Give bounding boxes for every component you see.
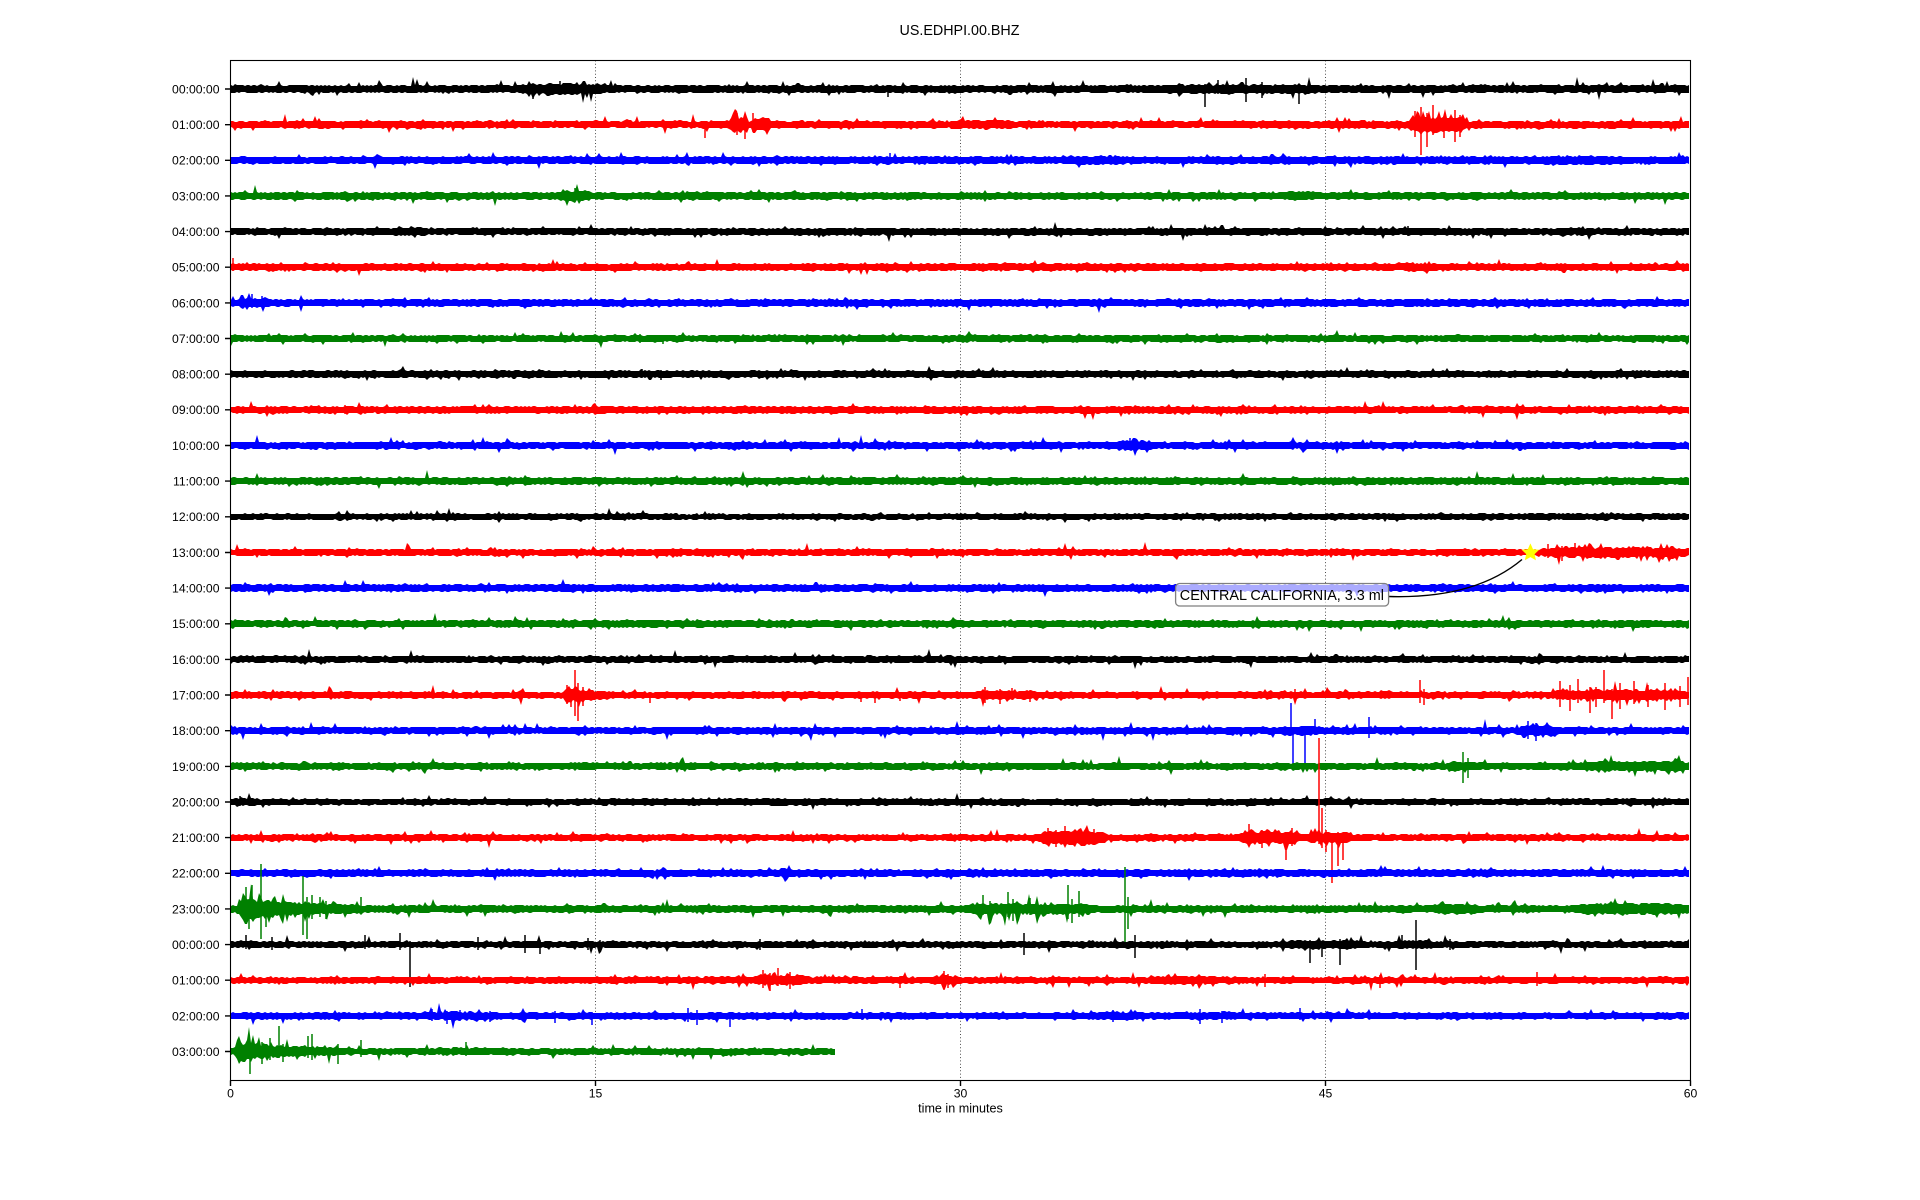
svg-text:14:00:00: 14:00:00 [172,582,220,596]
svg-text:13:00:00: 13:00:00 [172,546,220,560]
svg-text:12:00:00: 12:00:00 [172,510,220,524]
svg-text:00:00:00: 00:00:00 [172,938,220,952]
svg-text:time in minutes: time in minutes [918,1102,1003,1116]
svg-text:02:00:00: 02:00:00 [172,1009,220,1023]
svg-text:11:00:00: 11:00:00 [173,475,220,489]
svg-text:04:00:00: 04:00:00 [172,225,220,239]
svg-text:18:00:00: 18:00:00 [172,724,220,738]
svg-text:22:00:00: 22:00:00 [172,867,220,881]
svg-text:03:00:00: 03:00:00 [172,189,220,203]
svg-text:02:00:00: 02:00:00 [172,154,220,168]
svg-text:08:00:00: 08:00:00 [172,368,220,382]
svg-text:10:00:00: 10:00:00 [172,439,220,453]
svg-text:01:00:00: 01:00:00 [172,974,220,988]
svg-text:07:00:00: 07:00:00 [172,332,220,346]
svg-text:45: 45 [1319,1087,1333,1101]
svg-text:06:00:00: 06:00:00 [172,296,220,310]
svg-text:60: 60 [1684,1087,1698,1101]
svg-text:21:00:00: 21:00:00 [172,831,220,845]
svg-text:15: 15 [589,1087,603,1101]
svg-text:20:00:00: 20:00:00 [172,795,220,809]
svg-text:03:00:00: 03:00:00 [172,1045,220,1059]
svg-text:15:00:00: 15:00:00 [172,617,220,631]
svg-text:19:00:00: 19:00:00 [172,760,220,774]
svg-text:0: 0 [227,1087,234,1101]
svg-text:16:00:00: 16:00:00 [172,653,220,667]
svg-text:23:00:00: 23:00:00 [172,902,220,916]
svg-text:00:00:00: 00:00:00 [172,82,220,96]
svg-text:01:00:00: 01:00:00 [172,118,220,132]
svg-text:09:00:00: 09:00:00 [172,403,220,417]
svg-text:US.EDHPI.00.BHZ: US.EDHPI.00.BHZ [900,23,1020,39]
svg-text:05:00:00: 05:00:00 [172,261,220,275]
svg-text:17:00:00: 17:00:00 [172,688,220,702]
svg-text:30: 30 [954,1087,968,1101]
svg-text:CENTRAL CALIFORNIA, 3.3 ml: CENTRAL CALIFORNIA, 3.3 ml [1180,588,1384,604]
